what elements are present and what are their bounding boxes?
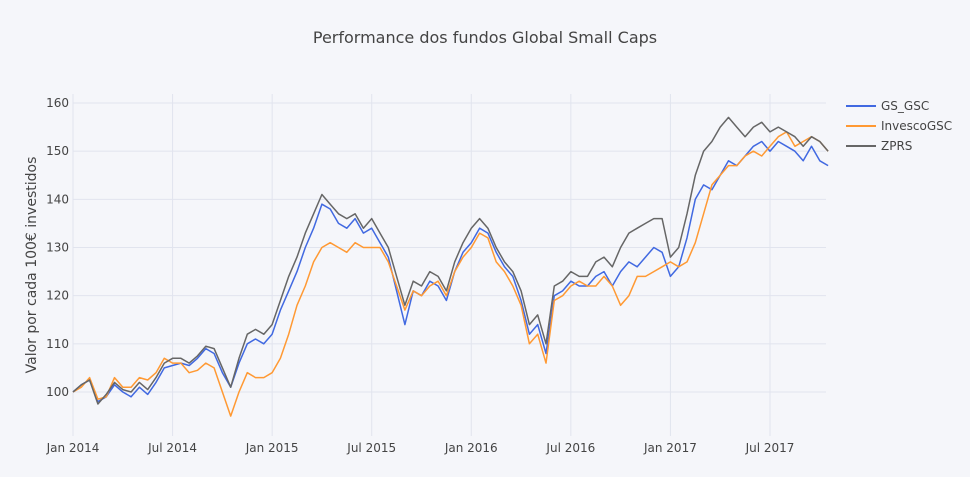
y-tick-label: 160 (46, 96, 69, 110)
x-tick-label: Jul 2015 (346, 441, 396, 455)
x-tick-label: Jul 2016 (545, 441, 595, 455)
y-axis-label: Valor por cada 100€ investidos (24, 157, 40, 374)
y-tick-label: 130 (46, 241, 69, 255)
x-axis-ticks: Jan 2014 Jul 2014 Jan 2015 Jul 2015 Jan 2016… (46, 441, 795, 455)
series-lines (72, 116, 829, 417)
legend-label-zprs: ZPRS (881, 139, 912, 153)
series-line-invescogsc (72, 131, 829, 417)
x-tick-label: Jan 2015 (245, 441, 299, 455)
y-tick-label: 150 (46, 144, 69, 158)
x-tick-label: Jan 2017 (643, 441, 697, 455)
x-gridlines (72, 94, 771, 436)
legend-label-gs-gsc: GS_GSC (881, 99, 929, 113)
y-tick-label: 120 (46, 289, 69, 303)
y-tick-label: 140 (46, 192, 69, 206)
y-axis-ticks: 100 110 120 130 140 150 160 (46, 96, 69, 399)
x-tick-label: Jan 2016 (444, 441, 498, 455)
chart-title: Performance dos fundos Global Small Caps (313, 28, 657, 47)
legend-item-invescogsc[interactable]: InvescoGSC (846, 119, 952, 133)
legend-item-zprs[interactable]: ZPRS (846, 139, 912, 153)
y-tick-label: 110 (46, 337, 69, 351)
x-tick-label: Jul 2017 (745, 441, 795, 455)
legend-label-invescogsc: InvescoGSC (881, 119, 952, 133)
legend[interactable]: GS_GSC InvescoGSC ZPRS (846, 99, 952, 153)
y-tick-label: 100 (46, 385, 69, 399)
x-tick-label: Jul 2014 (147, 441, 197, 455)
y-gridlines (73, 102, 826, 393)
series-line-gs-gsc (72, 140, 829, 403)
legend-item-gs-gsc[interactable]: GS_GSC (846, 99, 929, 113)
series-line-zprs (72, 116, 829, 405)
x-tick-label: Jan 2014 (46, 441, 100, 455)
